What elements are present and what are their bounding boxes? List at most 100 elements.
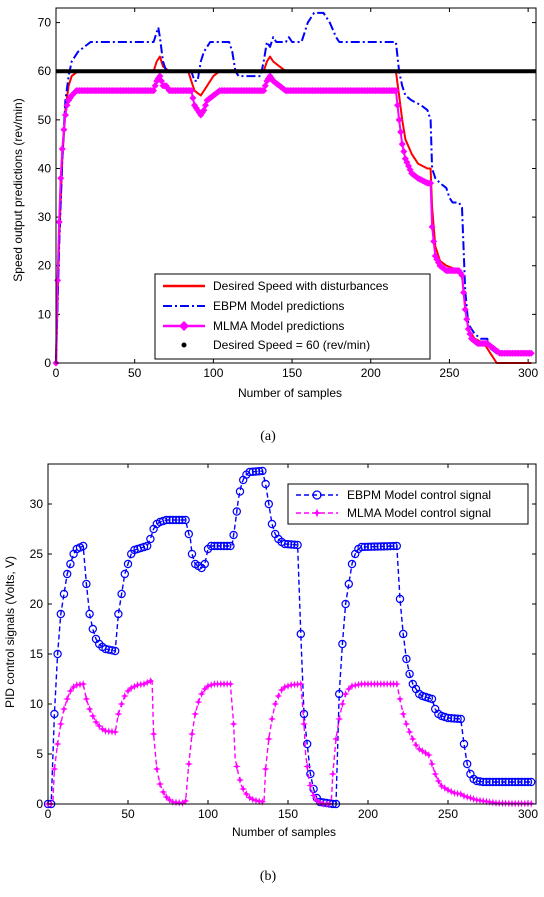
data-point [88,712,97,720]
data-point [306,769,315,779]
y-tick-label: 25 [30,547,44,561]
x-tick-label: 300 [518,366,538,380]
data-point [53,740,62,748]
data-point [437,782,446,790]
series-mlma-model-control-signal [44,677,536,808]
data-point [303,762,312,771]
y-tick-label: 5 [36,747,43,761]
y-tick-label: 20 [30,597,44,611]
legend-circle-marker [312,490,322,500]
data-point [226,541,235,551]
data-point [472,776,481,786]
data-point [207,681,216,689]
data-point [395,116,403,124]
data-point [495,777,504,787]
data-point [62,569,72,579]
data-point [523,777,533,787]
data-point [248,795,257,804]
y-tick-label: 30 [30,497,44,511]
data-point [229,530,238,540]
data-point [120,569,130,579]
data-point [447,714,456,723]
data-point [476,796,484,805]
data-point [299,709,309,719]
data-point [149,730,158,738]
data-point [461,306,469,314]
data-point [443,713,453,723]
legend-label: Desired Speed = 60 (rev/min) [213,338,370,352]
data-point [458,271,466,279]
data-point [460,792,468,800]
data-point [277,686,286,694]
data-point [341,690,350,698]
data-point [162,793,171,801]
y-tick-label: 10 [38,307,52,321]
data-point [392,87,400,95]
data-point [107,646,117,655]
data-point [316,798,324,807]
data-point [101,727,110,735]
data-point [57,174,65,182]
data-point [171,515,181,525]
data-point [347,559,357,569]
x-tick-label: 0 [53,366,60,380]
data-point [527,777,536,787]
data-point [232,507,241,516]
legend-item-desired-speed-with-disturbances: Desired Speed with disturbances [163,279,388,293]
data-point [284,682,292,690]
data-point [82,695,91,703]
y-tick-label: 50 [38,113,52,127]
data-point [194,698,203,706]
data-point [245,467,254,477]
data-point [232,762,241,771]
data-point [485,798,494,806]
data-point [363,542,373,552]
data-point [296,629,305,639]
data-point [463,315,471,323]
data-point [255,797,264,806]
data-point [172,798,180,807]
data-point [60,126,68,134]
data-point [252,796,260,805]
data-point [181,797,190,805]
data-point [53,649,62,659]
data-point [290,540,299,549]
data-point [165,796,174,804]
data-point [72,681,81,689]
data-point [146,677,155,685]
data-point [152,765,161,773]
data-point [293,680,302,689]
data-point [287,681,296,689]
data-point [66,687,75,695]
data-point [357,542,366,552]
data-point [394,101,402,109]
data-point [402,654,411,664]
data-point [248,467,257,476]
data-point [397,128,405,136]
data-point [332,735,340,743]
data-point [197,690,206,698]
data-point [463,759,472,769]
data-point [303,739,312,749]
data-point [69,683,78,691]
data-point [475,777,485,786]
data-point [188,730,196,738]
data-point [114,710,123,718]
data-point [280,539,289,549]
data-point [111,728,120,736]
legend-item-ebpm-model-predictions: EBPM Model predictions [163,299,344,313]
chart-b-legend-box [287,483,529,525]
chart-a-ticks: 0 50 100 150 200 250 300 0 10 20 30 40 50 60 70 [38,8,538,380]
data-point [456,714,465,724]
data-point [124,687,132,695]
legend-label: MLMA Model predictions [213,319,344,333]
x-tick-label: 0 [45,807,52,821]
data-point [156,780,164,788]
data-point [434,777,443,785]
chart-a-plot-frame [55,7,537,364]
data-point [92,718,100,726]
data-point [280,683,289,691]
data-point [453,789,462,798]
data-point [405,728,414,736]
data-point [184,760,193,768]
